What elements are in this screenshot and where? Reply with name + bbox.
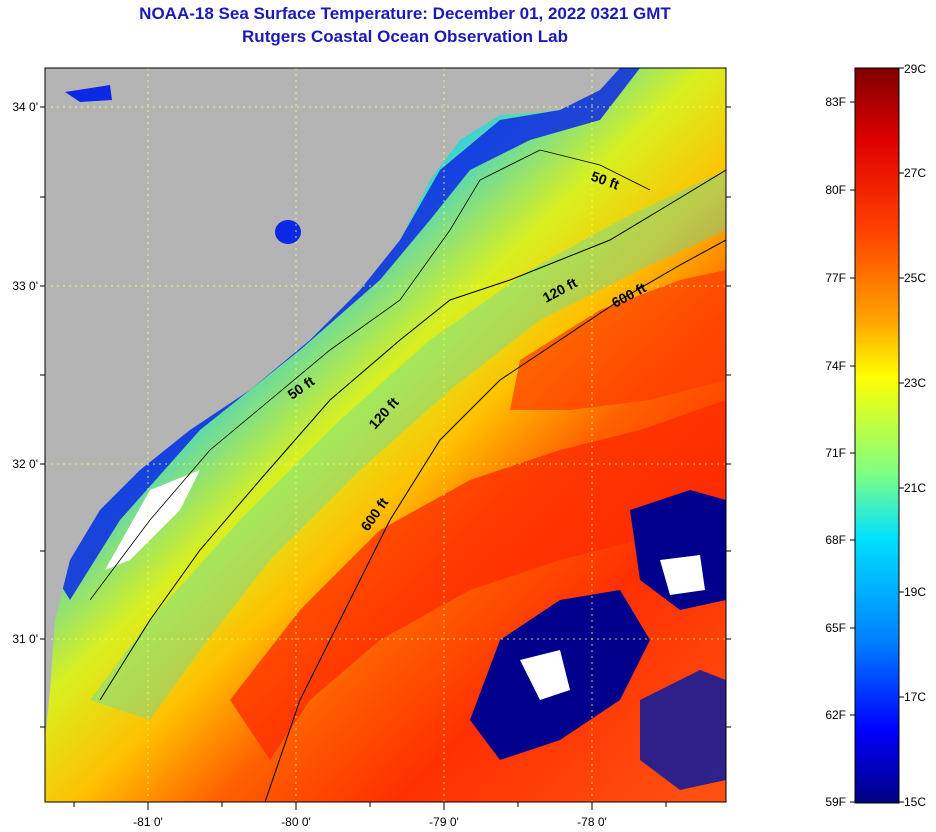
cloud-mask-patch bbox=[640, 670, 726, 790]
colorbar-ticks bbox=[850, 67, 904, 803]
colorbar-label-f: 83F bbox=[825, 95, 846, 109]
colorbar-label-c: 21C bbox=[904, 481, 926, 495]
contour-120ft bbox=[99, 169, 726, 701]
contour-600ft bbox=[264, 239, 726, 802]
colorbar-label-f: 71F bbox=[825, 446, 846, 460]
temperature-colorbar: 83F 80F 77F 74F 71F 68F 65F 62F 59F 29C … bbox=[825, 62, 926, 809]
colorbar-label-f: 74F bbox=[825, 359, 846, 373]
lon-label-79: -79 0' bbox=[429, 815, 459, 829]
map-area bbox=[45, 68, 726, 802]
colorbar-label-f: 80F bbox=[825, 183, 846, 197]
lon-label-81: -81 0' bbox=[133, 815, 163, 829]
colorbar-label-f: 59F bbox=[825, 795, 846, 809]
map-title: NOAA-18 Sea Surface Temperature: Decembe… bbox=[139, 4, 671, 23]
colorbar-label-c: 29C bbox=[904, 62, 926, 76]
lat-label-32: 32 0' bbox=[12, 457, 38, 471]
lat-label-34: 34 0' bbox=[12, 100, 38, 114]
map-frame bbox=[44, 67, 727, 803]
inland-lake bbox=[65, 85, 112, 102]
colorbar-label-c: 25C bbox=[904, 271, 926, 285]
cloud-white-patch bbox=[520, 650, 570, 700]
gulf-stream bbox=[230, 400, 726, 760]
colorbar-label-c: 17C bbox=[904, 690, 926, 704]
colorbar-label-c: 23C bbox=[904, 376, 926, 390]
shelf-water bbox=[90, 170, 726, 720]
warm-offshore-water bbox=[510, 270, 726, 410]
cloud-white-patch bbox=[660, 555, 705, 595]
colorbar-label-c: 15C bbox=[904, 795, 926, 809]
lon-label-80: -80 0' bbox=[281, 815, 311, 829]
graticule bbox=[45, 68, 726, 802]
map-ticks bbox=[40, 106, 731, 810]
colorbar-scale bbox=[854, 67, 900, 804]
colorbar-label-f: 68F bbox=[825, 533, 846, 547]
cold-coastal-water bbox=[45, 68, 640, 600]
lat-label-33: 33 0' bbox=[12, 279, 38, 293]
colorbar-label-f: 62F bbox=[825, 708, 846, 722]
colorbar-label-c: 27C bbox=[904, 166, 926, 180]
coastal-cloud bbox=[105, 470, 200, 570]
inland-lake bbox=[275, 220, 301, 244]
colorbar-label-c: 19C bbox=[904, 585, 926, 599]
contour-50ft bbox=[89, 149, 651, 601]
lat-label-31: 31 0' bbox=[12, 632, 38, 646]
land bbox=[45, 68, 620, 740]
lon-label-78: -78 0' bbox=[577, 815, 607, 829]
colorbar-label-f: 65F bbox=[825, 621, 846, 635]
map-subtitle: Rutgers Coastal Ocean Observation Lab bbox=[242, 27, 568, 46]
colorbar-label-f: 77F bbox=[825, 271, 846, 285]
